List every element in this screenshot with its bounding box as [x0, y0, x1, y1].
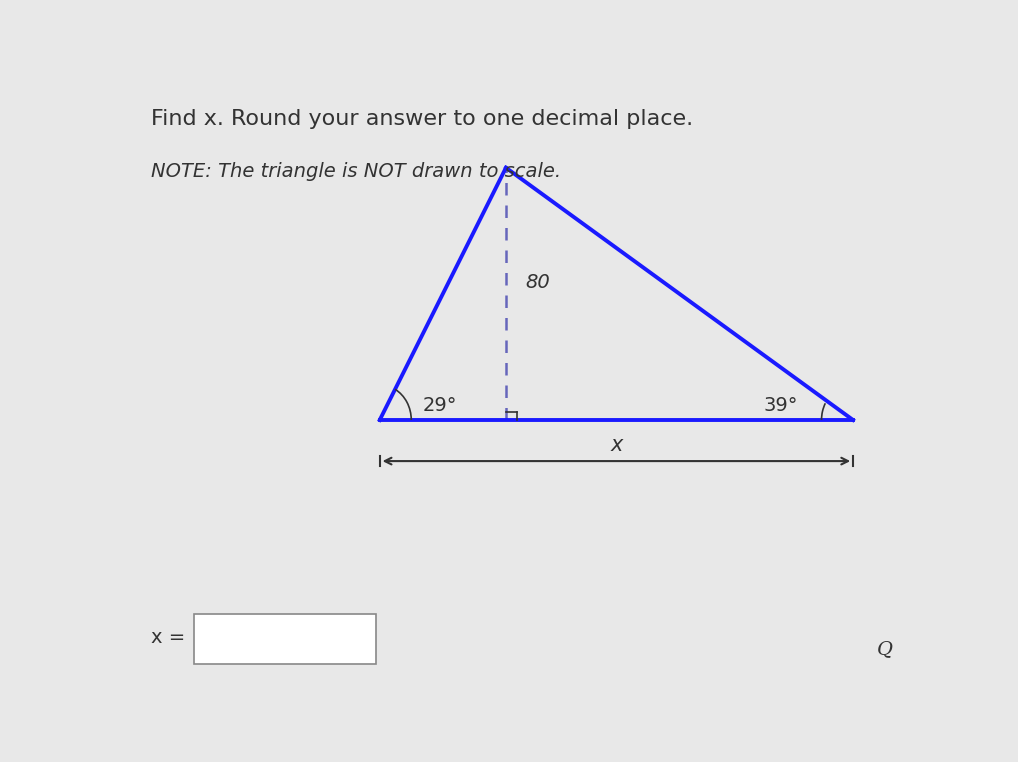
Text: 29°: 29° [423, 395, 458, 415]
Text: x: x [610, 435, 623, 455]
Text: 80: 80 [525, 273, 551, 292]
Text: 39°: 39° [764, 395, 798, 415]
Text: Q: Q [876, 640, 893, 658]
Text: NOTE: The triangle is NOT drawn to scale.: NOTE: The triangle is NOT drawn to scale… [151, 162, 561, 181]
FancyBboxPatch shape [194, 613, 376, 664]
Text: x =: x = [151, 628, 185, 647]
Text: Find x. Round your answer to one decimal place.: Find x. Round your answer to one decimal… [151, 109, 693, 129]
